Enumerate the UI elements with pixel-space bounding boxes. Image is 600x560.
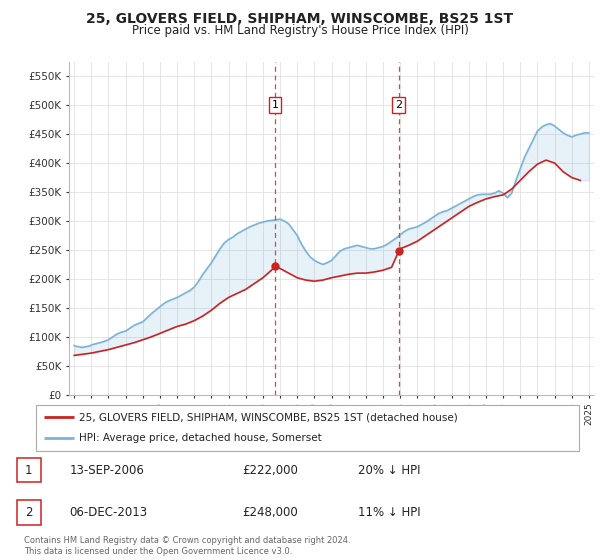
- Text: 25, GLOVERS FIELD, SHIPHAM, WINSCOMBE, BS25 1ST (detached house): 25, GLOVERS FIELD, SHIPHAM, WINSCOMBE, B…: [79, 412, 458, 422]
- Text: 11% ↓ HPI: 11% ↓ HPI: [358, 506, 420, 519]
- Text: HPI: Average price, detached house, Somerset: HPI: Average price, detached house, Some…: [79, 433, 322, 444]
- Text: Contains HM Land Registry data © Crown copyright and database right 2024.
This d: Contains HM Land Registry data © Crown c…: [24, 536, 350, 556]
- Text: 2: 2: [395, 100, 403, 110]
- Text: 25, GLOVERS FIELD, SHIPHAM, WINSCOMBE, BS25 1ST: 25, GLOVERS FIELD, SHIPHAM, WINSCOMBE, B…: [86, 12, 514, 26]
- FancyBboxPatch shape: [17, 458, 41, 482]
- Text: 1: 1: [25, 464, 32, 477]
- FancyBboxPatch shape: [17, 501, 41, 525]
- Text: Price paid vs. HM Land Registry's House Price Index (HPI): Price paid vs. HM Land Registry's House …: [131, 24, 469, 36]
- Text: £248,000: £248,000: [242, 506, 298, 519]
- Text: 2: 2: [25, 506, 32, 519]
- FancyBboxPatch shape: [36, 405, 579, 451]
- Text: 06-DEC-2013: 06-DEC-2013: [70, 506, 148, 519]
- Text: £222,000: £222,000: [242, 464, 298, 477]
- Text: 20% ↓ HPI: 20% ↓ HPI: [358, 464, 420, 477]
- Text: 13-SEP-2006: 13-SEP-2006: [70, 464, 145, 477]
- Text: 1: 1: [272, 100, 278, 110]
